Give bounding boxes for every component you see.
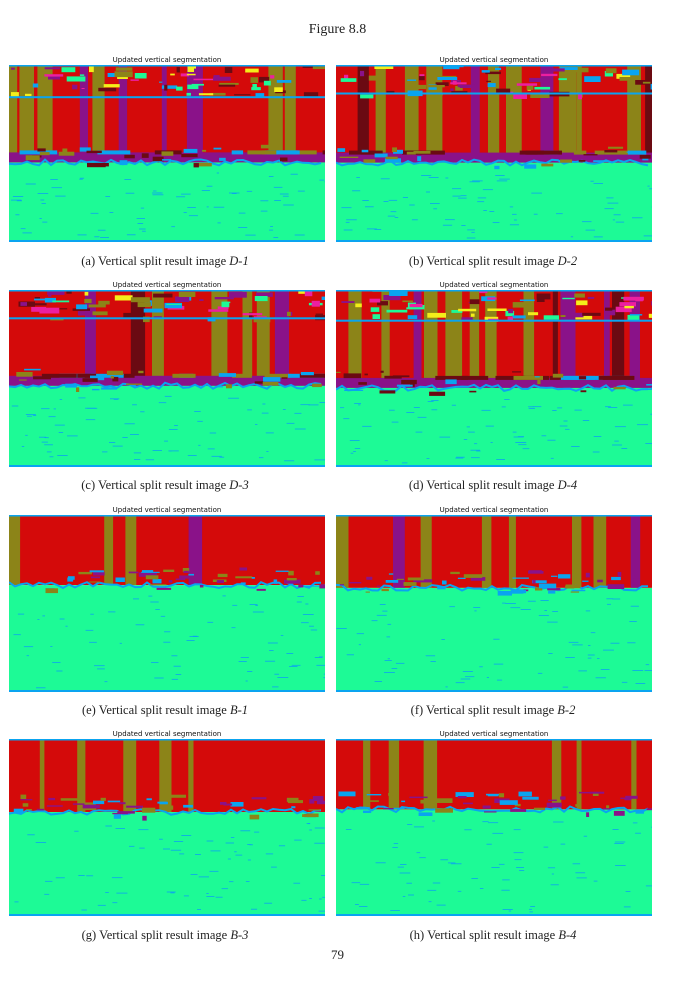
segmentation-panel-b: Updated vertical segmentation	[336, 56, 652, 242]
segmentation-image-e	[9, 515, 325, 692]
caption-b: (b) Vertical split result image D-2	[328, 254, 658, 269]
caption-text: (d) Vertical split result image	[408, 478, 558, 492]
caption-text: (a) Vertical split result image	[81, 254, 230, 268]
caption-text: (f) Vertical split result image	[410, 703, 558, 717]
panel-title: Updated vertical segmentation	[439, 281, 549, 289]
panel-title: Updated vertical segmentation	[112, 56, 222, 64]
segmentation-panel-d: Updated vertical segmentation	[336, 281, 652, 467]
image-label: B-4	[558, 928, 577, 942]
caption-text: (g) Vertical split result image	[81, 928, 231, 942]
segmentation-image-d	[336, 290, 652, 467]
caption-text: (b) Vertical split result image	[408, 254, 558, 268]
caption-d: (d) Vertical split result image D-4	[328, 478, 658, 493]
image-label: B-1	[229, 703, 249, 717]
image-label: B-3	[230, 928, 249, 942]
segmentation-image-c	[9, 290, 325, 467]
caption-e: (e) Vertical split result image B-1	[0, 703, 330, 718]
image-label: B-2	[557, 703, 576, 717]
panel-title: Updated vertical segmentation	[439, 730, 549, 738]
image-label: D-1	[229, 254, 249, 268]
segmentation-image-a	[9, 65, 325, 242]
caption-f: (f) Vertical split result image B-2	[328, 703, 658, 718]
segmentation-image-h	[336, 739, 652, 916]
image-label: D-3	[229, 478, 249, 492]
caption-g: (g) Vertical split result image B-3	[0, 928, 330, 943]
image-label: D-2	[557, 254, 578, 268]
panel-title: Updated vertical segmentation	[439, 56, 549, 64]
segmentation-image-f	[336, 515, 652, 692]
page-number: 79	[331, 947, 344, 962]
segmentation-panel-c: Updated vertical segmentation	[9, 281, 325, 467]
segmentation-panel-g: Updated vertical segmentation	[9, 730, 325, 916]
segmentation-image-b	[336, 65, 652, 242]
panel-title: Updated vertical segmentation	[439, 506, 549, 514]
image-label: D-4	[557, 478, 578, 492]
caption-a: (a) Vertical split result image D-1	[0, 254, 330, 269]
panel-title: Updated vertical segmentation	[112, 506, 222, 514]
caption-text: (c) Vertical split result image	[81, 478, 230, 492]
segmentation-image-g	[9, 739, 325, 916]
caption-h: (h) Vertical split result image B-4	[328, 928, 658, 943]
caption-text: (h) Vertical split result image	[409, 928, 559, 942]
caption-c: (c) Vertical split result image D-3	[0, 478, 330, 493]
segmentation-panel-h: Updated vertical segmentation	[336, 730, 652, 916]
figure-title: Figure 8.8	[308, 22, 367, 37]
segmentation-panel-f: Updated vertical segmentation	[336, 506, 652, 692]
panel-title: Updated vertical segmentation	[112, 281, 222, 289]
caption-text: (e) Vertical split result image	[81, 703, 230, 717]
segmentation-panel-e: Updated vertical segmentation	[9, 506, 325, 692]
panel-title: Updated vertical segmentation	[112, 730, 222, 738]
segmentation-panel-a: Updated vertical segmentation	[9, 56, 325, 242]
